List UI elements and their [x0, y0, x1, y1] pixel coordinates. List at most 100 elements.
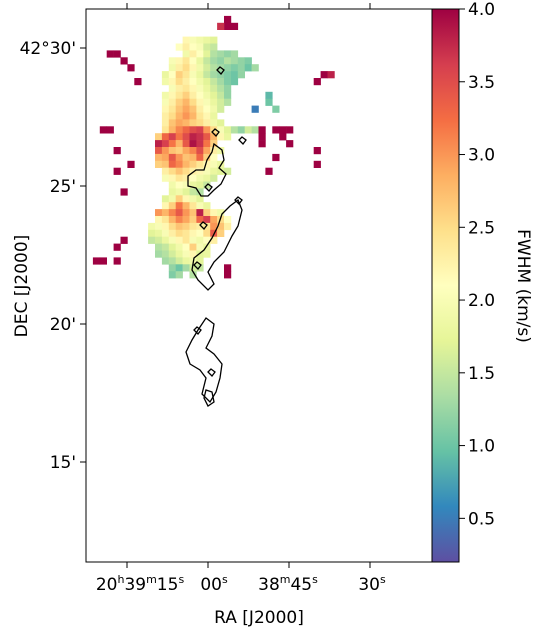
fwhm-cell	[244, 126, 252, 134]
contour-knot-i	[207, 368, 216, 377]
fwhm-cell	[175, 236, 183, 244]
fwhm-cell	[210, 84, 218, 93]
fwhm-cell	[217, 222, 225, 231]
fwhm-cell	[168, 229, 176, 237]
fwhm-cell	[196, 119, 204, 127]
fwhm-cell	[189, 91, 197, 99]
fwhm-cell	[217, 78, 225, 86]
fwhm-cell	[182, 57, 190, 65]
fwhm-cell	[196, 236, 204, 244]
fwhm-cell	[217, 119, 225, 127]
fwhm-cell	[168, 84, 176, 93]
fwhm-cell	[175, 105, 183, 113]
fwhm-cell	[230, 126, 239, 134]
x-axis-label: RA [J2000]	[214, 608, 304, 628]
fwhm-cell	[251, 105, 259, 113]
colorbar-tick-label: 0.5	[468, 509, 495, 529]
fwhm-cell	[279, 126, 287, 134]
fwhm-cell	[182, 98, 190, 106]
fwhm-cell	[217, 126, 225, 134]
fwhm-cell	[189, 195, 197, 203]
fwhm-cell	[224, 271, 232, 279]
fwhm-cell	[230, 57, 239, 65]
fwhm-cell	[196, 195, 204, 203]
fwhm-cell	[203, 209, 211, 217]
fwhm-cell	[127, 64, 135, 72]
fwhm-cell	[182, 243, 190, 251]
contour-north	[187, 142, 227, 197]
fwhm-cell	[113, 147, 121, 155]
fwhm-cell	[175, 43, 183, 51]
fwhm-cell	[155, 140, 163, 148]
fwhm-cell	[230, 22, 239, 30]
colorbar-label: FWHM (km/s)	[513, 229, 533, 343]
fwhm-cell	[210, 160, 218, 168]
fwhm-cell	[189, 126, 197, 134]
fwhm-cell	[161, 174, 170, 182]
fwhm-cell	[224, 15, 232, 24]
fwhm-cell	[182, 160, 190, 168]
fwhm-cell	[210, 174, 218, 182]
fwhm-cell	[224, 264, 232, 272]
fwhm-cell	[155, 236, 163, 244]
fwhm-cell	[182, 119, 190, 127]
fwhm-cell	[168, 250, 176, 258]
fwhm-cell	[217, 167, 225, 175]
fwhm-cell	[168, 119, 176, 127]
fwhm-cell	[189, 264, 197, 272]
fwhm-cell	[224, 71, 232, 79]
fwhm-cell	[265, 91, 273, 99]
fwhm-cell	[113, 257, 121, 265]
fwhm-cell	[175, 222, 183, 231]
fwhm-cell	[224, 84, 232, 93]
fwhm-cell	[182, 105, 190, 113]
fwhm-cell	[182, 222, 190, 231]
fwhm-cell	[265, 98, 273, 106]
fwhm-cell	[161, 119, 170, 127]
fwhm-cell	[155, 222, 163, 231]
fwhm-cell	[175, 133, 183, 141]
fwhm-cell	[237, 71, 245, 79]
fwhm-cell	[168, 126, 176, 134]
fwhm-cell	[196, 216, 204, 224]
fwhm-cell	[210, 71, 218, 79]
x-tick-label-38m45s: 38m45s	[258, 573, 318, 595]
fwhm-cell	[210, 209, 218, 217]
fwhm-cell	[203, 84, 211, 93]
fwhm-cell	[168, 174, 176, 182]
fwhm-cell	[175, 78, 183, 86]
fwhm-cell	[196, 264, 204, 272]
fwhm-cell	[161, 216, 170, 224]
fwhm-cell	[175, 257, 183, 265]
plot-frame	[85, 8, 433, 563]
fwhm-cells	[92, 15, 335, 279]
fwhm-cell	[203, 174, 211, 182]
fwhm-cell	[161, 126, 170, 134]
fwhm-cell	[217, 133, 225, 141]
colorbar-tick-label: 2.0	[468, 291, 495, 311]
fwhm-cell	[196, 188, 204, 196]
fwhm-cell	[168, 133, 176, 141]
fwhm-cell	[182, 250, 190, 258]
fwhm-cell	[286, 140, 294, 148]
fwhm-cell	[196, 167, 204, 175]
fwhm-cell	[189, 84, 197, 93]
fwhm-cell	[196, 147, 204, 155]
colorbar-ticks: 0.5 1.0 1.5 2.0 2.5 3.0 3.5 4.0	[459, 0, 495, 529]
fwhm-cell	[182, 133, 190, 141]
fwhm-cell	[224, 64, 232, 72]
fwhm-cell	[175, 195, 183, 203]
fwhm-cell	[210, 78, 218, 86]
fwhm-cell	[210, 64, 218, 72]
fwhm-cell	[189, 133, 197, 141]
fwhm-cell	[182, 36, 190, 44]
fwhm-cell	[182, 167, 190, 175]
fwhm-cell	[182, 188, 190, 196]
fwhm-cell	[196, 112, 204, 120]
fwhm-cell	[182, 147, 190, 155]
fwhm-cell	[161, 71, 170, 79]
fwhm-cell	[189, 160, 197, 168]
fwhm-cell	[217, 50, 225, 58]
fwhm-cell	[210, 98, 218, 106]
fwhm-cell	[313, 147, 321, 155]
